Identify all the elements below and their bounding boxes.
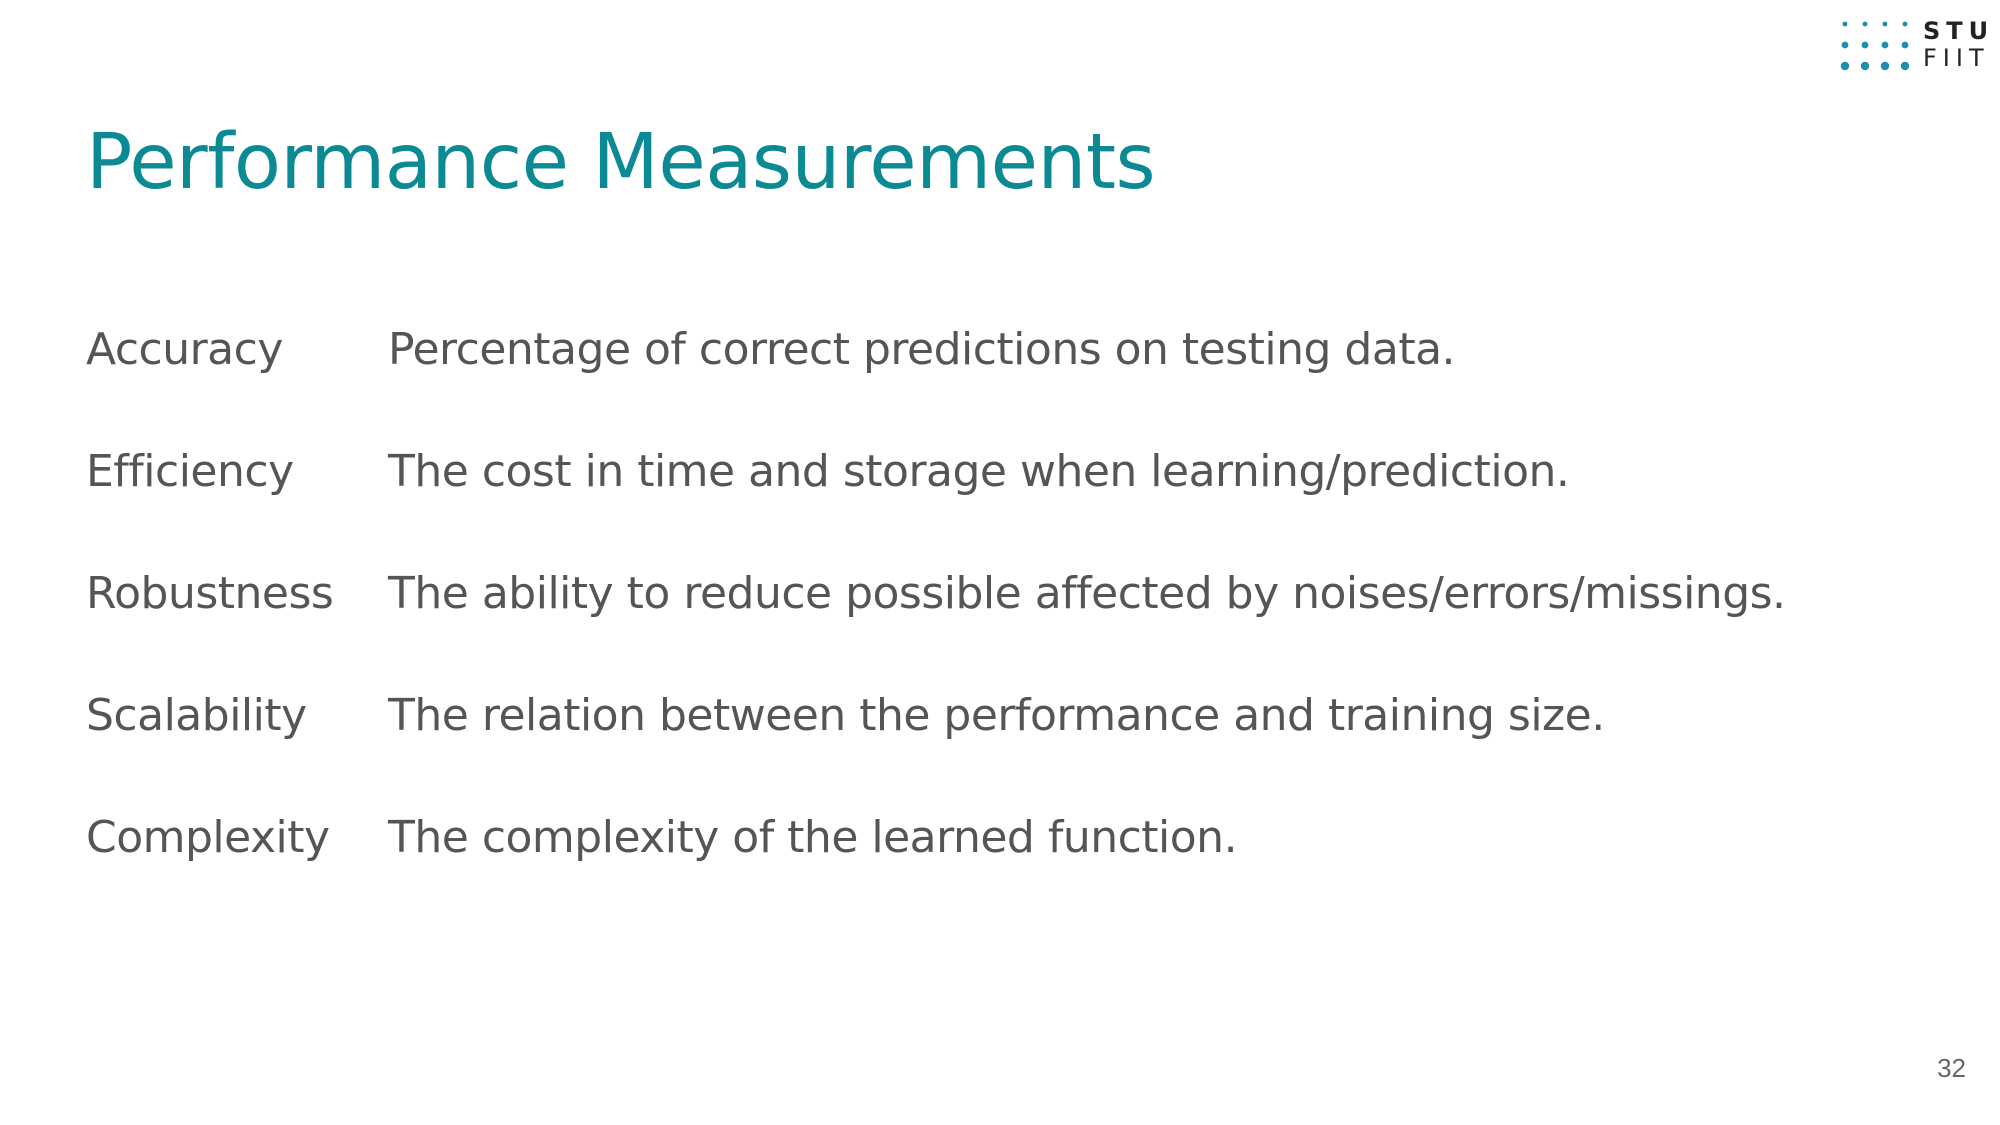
definition-description: The relation between the performance and… bbox=[388, 690, 1605, 741]
definition-row-scalability: Scalability The relation between the per… bbox=[86, 686, 1906, 808]
stu-fiit-logo: STU FIIT bbox=[1840, 18, 2000, 78]
definition-term: Efficiency bbox=[86, 446, 294, 497]
definition-row-complexity: Complexity The complexity of the learned… bbox=[86, 808, 1906, 930]
definition-row-robustness: Robustness The ability to reduce possibl… bbox=[86, 564, 1906, 686]
logo-text: STU FIIT bbox=[1923, 18, 1994, 72]
definitions-list: Accuracy Percentage of correct predictio… bbox=[86, 320, 1906, 930]
definition-term: Scalability bbox=[86, 690, 307, 741]
definition-row-accuracy: Accuracy Percentage of correct predictio… bbox=[86, 320, 1906, 442]
slide-title: Performance Measurements bbox=[86, 118, 1156, 207]
definition-description: The cost in time and storage when learni… bbox=[388, 446, 1570, 497]
definition-term: Robustness bbox=[86, 568, 334, 619]
definition-row-efficiency: Efficiency The cost in time and storage … bbox=[86, 442, 1906, 564]
logo-line-stu: STU bbox=[1923, 17, 1995, 45]
definition-term: Complexity bbox=[86, 812, 330, 863]
definition-description: Percentage of correct predictions on tes… bbox=[388, 324, 1456, 375]
logo-dots-icon bbox=[1840, 21, 1910, 71]
page-number: 32 bbox=[1937, 1053, 1966, 1083]
logo-line-fiit: FIIT bbox=[1923, 44, 1990, 72]
definition-description: The complexity of the learned function. bbox=[388, 812, 1238, 863]
definition-description: The ability to reduce possible affected … bbox=[388, 568, 1786, 619]
definition-term: Accuracy bbox=[86, 324, 283, 375]
